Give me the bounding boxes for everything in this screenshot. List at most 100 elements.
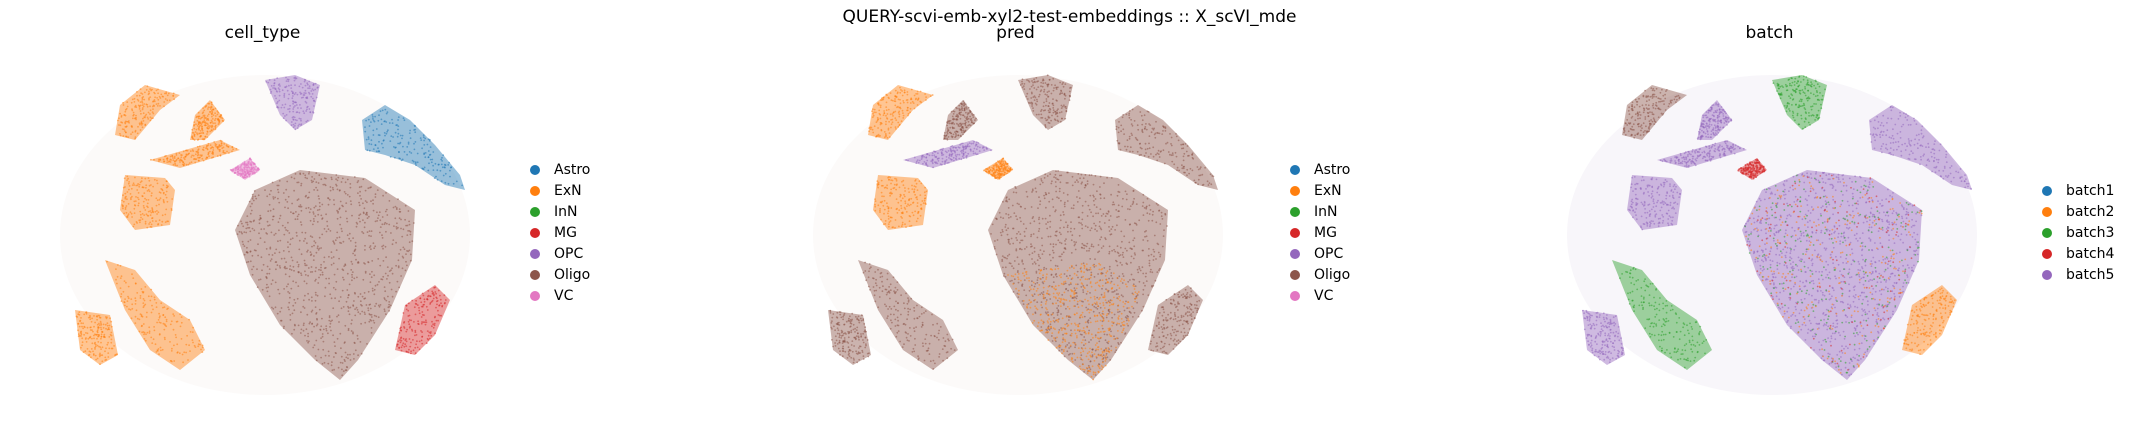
scatter-point [1038,268,1040,271]
scatter-point [119,277,122,279]
scatter-point [1096,303,1098,305]
scatter-point [1201,173,1204,176]
scatter-point [871,116,874,119]
scatter-point [305,328,308,331]
scatter-point [1163,162,1166,165]
scatter-point [1047,235,1050,238]
scatter-point [1115,289,1118,291]
scatter-point [382,260,385,262]
scatter-point [1097,284,1100,287]
scatter-point [209,130,212,133]
scatter-point [873,111,876,114]
scatter-point [390,232,392,234]
scatter-point [346,289,349,291]
scatter-point [1052,104,1055,107]
scatter-point [400,346,403,349]
scatter-point [447,182,450,185]
scatter-point [408,241,411,244]
scatter-point [1072,204,1075,207]
scatter-point [904,223,906,226]
scatter-point [320,178,323,181]
scatter-point [282,250,285,252]
scatter-point [1102,245,1105,248]
scatter-point [404,343,407,346]
scatter-point [975,117,977,120]
scatter-point [1048,78,1051,81]
scatter-point [303,112,306,115]
scatter-point [193,135,196,138]
scatter-point [303,280,306,283]
scatter-point [320,337,322,339]
scatter-point [373,247,376,250]
scatter-point [1022,223,1025,225]
scatter-point [1104,275,1107,277]
scatter-point [370,316,373,318]
scatter-point [261,269,263,272]
scatter-point [151,217,153,220]
scatter-point [873,125,876,128]
scatter-point [1022,85,1025,87]
scatter-point [1162,125,1164,128]
scatter-point [1040,179,1043,182]
scatter-point [995,253,998,256]
scatter-point [206,115,209,117]
scatter-point [357,354,359,357]
scatter-point [368,125,371,127]
scatter-point [277,197,279,200]
scatter-point [1017,273,1020,275]
scatter-point [344,324,347,327]
scatter-point [402,117,405,120]
scatter-point [318,174,321,177]
scatter-point [1101,351,1104,354]
scatter-point [313,255,315,257]
scatter-point [1085,263,1088,265]
scatter-point [148,223,150,225]
scatter-point [135,114,137,117]
scatter-point [1015,237,1018,239]
scatter-point [1091,303,1094,306]
scatter-point [1118,315,1120,317]
scatter-point [329,322,332,325]
scatter-point [85,312,88,315]
scatter-point [1085,355,1088,358]
scatter-point [1132,200,1135,203]
scatter-point [417,320,419,323]
scatter-point [296,218,299,221]
scatter-point [300,272,302,275]
scatter-point [1097,328,1100,330]
scatter-point [960,102,962,105]
scatter-point [1058,111,1061,114]
scatter-point [426,298,429,300]
scatter-point [370,186,372,189]
scatter-point [1098,250,1101,253]
scatter-point [1182,167,1185,170]
scatter-point [427,295,429,298]
legend-label: ExN [554,182,582,199]
scatter-point [270,90,273,93]
scatter-point [110,325,113,328]
scatter-point [280,106,283,109]
scatter-point [372,129,375,132]
scatter-point [1101,279,1104,281]
scatter-point [283,92,286,95]
scatter-point [1140,153,1142,156]
scatter-point [1103,294,1106,296]
scatter-point [1004,223,1007,226]
scatter-point [963,116,966,118]
scatter-point [182,150,185,153]
scatter-point [170,360,173,362]
scatter-point [314,270,317,273]
scatter-point [278,201,281,204]
scatter-point [1141,309,1143,312]
scatter-point [1021,259,1024,262]
scatter-point [1037,253,1040,256]
scatter-point [1052,251,1055,254]
scatter-point [1148,204,1151,207]
scatter-point [901,94,904,97]
scatter-point [100,341,102,344]
legend-item: OPC [530,243,590,264]
scatter-point [149,113,151,115]
scatter-point [1128,116,1131,119]
scatter-point [906,106,909,109]
scatter-point [1107,340,1110,343]
